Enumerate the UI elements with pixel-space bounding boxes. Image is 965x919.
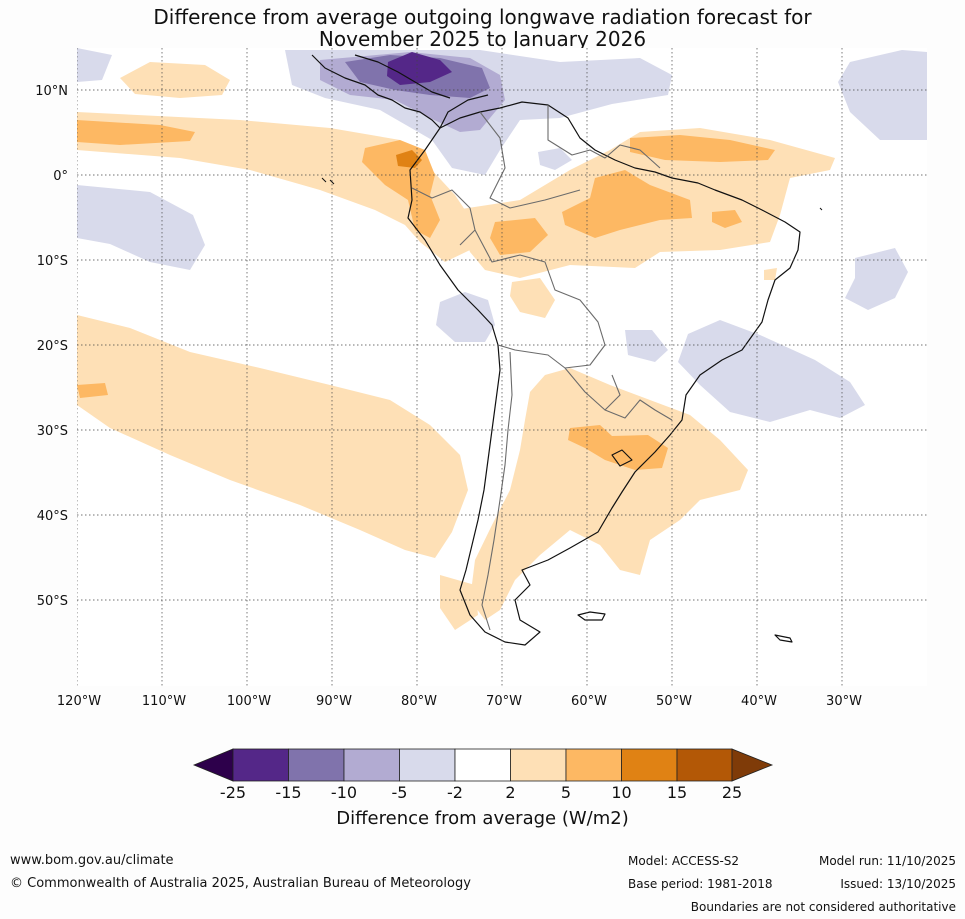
lon-label-120w: 120°W: [57, 694, 101, 709]
graticule: [77, 48, 927, 686]
lon-label-90w: 90°W: [316, 694, 352, 709]
olr-below-15-central-america: [387, 52, 452, 85]
latitude-labels: 10°N 0° 10°S 20°S 30°S 40°S 50°S: [35, 84, 68, 609]
lon-label-100w: 100°W: [227, 694, 271, 709]
boundary-peru-brazil-bolivia: [474, 229, 606, 369]
lon-label-60w: 60°W: [571, 694, 607, 709]
boundary-ecuador-peru: [411, 187, 476, 246]
colorbar-bin-minus10-minus5: [343, 748, 400, 782]
colorbar-tick-label: -5: [391, 783, 408, 802]
islands-fernando-de-noronha: [819, 207, 823, 211]
colorbar-bin-minus25-minus15: [232, 748, 289, 782]
colorbar-bin-minus5-minus2: [399, 748, 456, 782]
colorbar-tick-label: 25: [721, 783, 743, 802]
colorbar-tick-label: -15: [275, 783, 302, 802]
coastline-south-georgia: [774, 634, 793, 643]
olr-below-2-east-pacific: [77, 185, 205, 270]
river-plate-lake: [611, 449, 633, 467]
coastlines-and-boundaries: [311, 54, 823, 646]
olr-above-5-brazil-east: [712, 210, 742, 228]
colorbar-tick-label: -25: [219, 783, 247, 802]
coastline-central-america: [311, 54, 489, 129]
colorbar-tick-label: 5: [560, 783, 572, 802]
olr-below-2-atlantic-east: [845, 248, 908, 310]
islands-galapagos: [321, 177, 335, 185]
boundary-chile-argentina: [481, 351, 513, 631]
colorbar-extend-high: [731, 748, 774, 782]
colorbar-tick-label: -2: [447, 783, 463, 802]
coastline-south-america: [407, 101, 801, 646]
lon-label-70w: 70°W: [486, 694, 522, 709]
map-title-line-2: November 2025 to January 2026: [318, 27, 647, 51]
colorbar-bin-plus2-plus5: [510, 748, 567, 782]
olr-below-2-west-atlantic-north: [77, 48, 112, 82]
olr-above-2-argentina: [470, 368, 748, 620]
olr-above-5-pacific-west: [77, 383, 108, 398]
olr-above-5-pacific-band: [77, 120, 195, 145]
lon-label-80w: 80°W: [401, 694, 437, 709]
lon-label-50w: 50°W: [656, 694, 692, 709]
colorbar-bin-plus10-plus15: [621, 748, 678, 782]
olr-below-2-brazil-atlantic: [678, 320, 865, 422]
lon-label-40w: 40°W: [741, 694, 777, 709]
olr-above-2-coast-brazil: [764, 268, 777, 280]
colorbar-bin-minus2-plus2: [454, 748, 511, 782]
colorbar-extend-low: [192, 748, 234, 782]
footer-model-run: Model run: 11/10/2025: [818, 854, 956, 868]
colorbar-bin-plus5-plus10: [565, 748, 622, 782]
footer-copyright: © Commonwealth of Australia 2025, Austra…: [10, 876, 471, 891]
map-panel: [77, 48, 927, 686]
colorbar-title: Difference from average (W/m2): [336, 808, 629, 829]
olr-below-2-bolivia: [436, 292, 495, 342]
colorbar-tick-label: 10: [611, 783, 632, 802]
olr-above-5-amazon-west: [490, 218, 548, 255]
longitude-labels: 120°W 110°W 100°W 90°W 80°W 70°W 60°W 50…: [57, 694, 862, 709]
boundary-colombia-brazil: [479, 111, 581, 209]
lat-label-30s: 30°S: [37, 424, 68, 439]
olr-above-2-south-pacific: [77, 315, 468, 558]
boundary-venezuela-guianas: [547, 105, 661, 169]
olr-above-5-colombia-coast: [362, 140, 440, 238]
lat-label-20s: 20°S: [37, 339, 68, 354]
coastline-falklands: [577, 611, 606, 621]
footer-url[interactable]: www.bom.gov.au/climate: [10, 853, 174, 868]
olr-above-2-pacific-small: [120, 62, 230, 98]
coastline-caribbean-north: [354, 54, 451, 99]
olr-below-2-mato-grosso: [625, 330, 668, 362]
colorbar: [192, 748, 774, 782]
olr-above-2-andes: [510, 278, 555, 318]
colorbar-bin-plus15-plus25: [676, 748, 733, 782]
lat-label-10s: 10°S: [37, 254, 68, 269]
positive-anomaly-regions: [77, 62, 835, 630]
footer-base-period: Base period: 1981-2018: [628, 877, 773, 891]
boundary-argentina-brazil-uruguay: [604, 399, 673, 421]
lat-label-50s: 50°S: [37, 594, 68, 609]
olr-below-2-guianas: [538, 148, 572, 170]
lat-label-40s: 40°S: [37, 509, 68, 524]
footer-disclaimer: Boundaries are not considered authoritat…: [690, 900, 956, 914]
colorbar-tick-label: 2: [505, 783, 516, 802]
map-title-line-1: Difference from average outgoing longwav…: [153, 5, 812, 29]
colorbar-tick-label: 15: [666, 783, 688, 802]
footer-issued: Issued: 13/10/2025: [840, 877, 956, 891]
lon-label-30w: 30°W: [826, 694, 862, 709]
olr-above-5-brazil-north: [630, 135, 775, 162]
colorbar-tick-label: -10: [330, 783, 358, 802]
lat-label-0: 0°: [53, 169, 68, 184]
olr-above-2-patagonia-west: [440, 575, 478, 630]
lon-label-110w: 110°W: [142, 694, 186, 709]
olr-above-5-uruguay: [568, 425, 668, 470]
lat-label-10n: 10°N: [35, 84, 68, 99]
olr-above-5-amazon-delta: [562, 170, 692, 238]
footer-model: Model: ACCESS-S2: [628, 854, 740, 868]
olr-below-2-atlantic-north: [838, 50, 927, 140]
colorbar-bin-minus15-minus10: [288, 748, 345, 782]
